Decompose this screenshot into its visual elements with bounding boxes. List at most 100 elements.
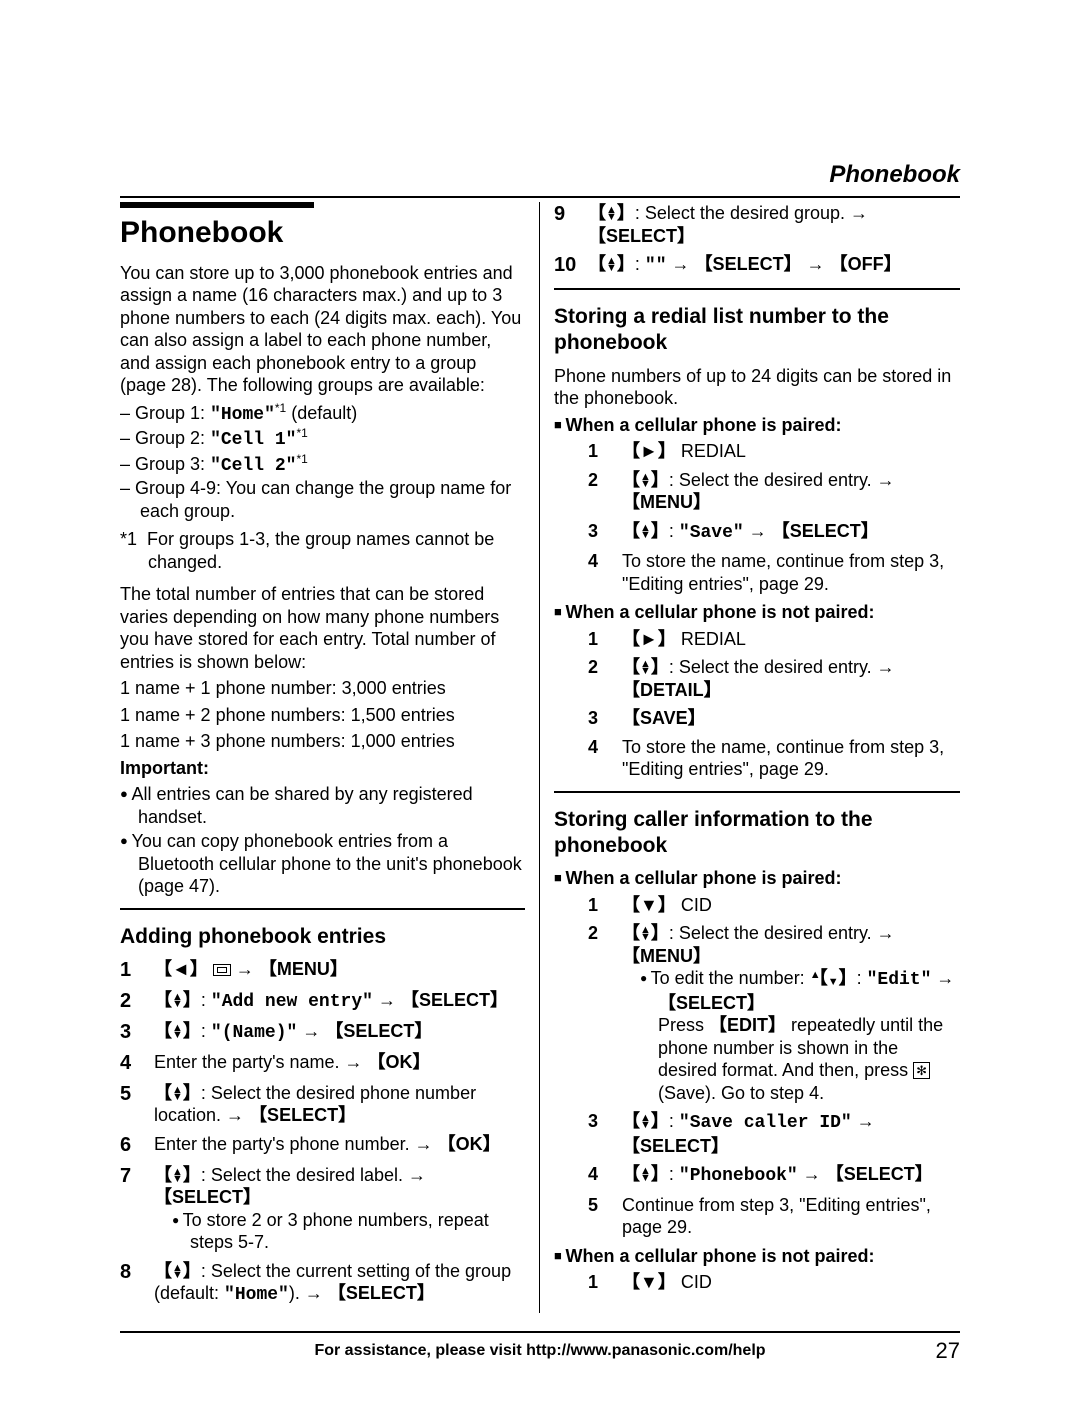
step-row: 1【◄】 → 【MENU】 [120, 958, 525, 983]
step-text: 【◄】 → 【MENU】 [154, 958, 525, 983]
step-number: 1 [588, 894, 622, 917]
rule-2 [554, 288, 960, 290]
step-row: 4Enter the party's name. → 【OK】 [120, 1051, 525, 1076]
step-number: 5 [588, 1194, 622, 1239]
step-text: 【▲▼】: Select the desired entry. → 【MENU】 [622, 469, 960, 514]
steps-redial-paired: 1【►】 REDIAL2【▲▼】: Select the desired ent… [554, 440, 960, 595]
footnote: *1 For groups 1-3, the group names canno… [120, 528, 525, 573]
section-accent-bar [120, 202, 314, 208]
step-row: 4【▲▼】: "Phonebook" → 【SELECT】 [588, 1163, 960, 1188]
step-text: 【▲▼】: Select the desired group. → 【SELEC… [588, 202, 960, 247]
steps-adding-cont: 9【▲▼】: Select the desired group. → 【SELE… [554, 202, 960, 278]
step-text: 【▲▼】: "(Name)" → 【SELECT】 [154, 1020, 525, 1045]
step-text: Enter the party's name. → 【OK】 [154, 1051, 525, 1076]
sq-npaired-2: When a cellular phone is not paired: [554, 1245, 960, 1268]
step-number: 3 [588, 1110, 622, 1157]
h2-adding: Adding phonebook entries [120, 924, 525, 950]
left-column: Phonebook You can store up to 3,000 phon… [120, 202, 540, 1313]
step-number: 1 [120, 958, 154, 983]
sq-paired-1: When a cellular phone is paired: [554, 414, 960, 437]
group-list-item: Group 1: "Home"*1 (default) [120, 401, 525, 427]
right-column: 9【▲▼】: Select the desired group. → 【SELE… [540, 202, 960, 1313]
content-columns: Phonebook You can store up to 3,000 phon… [120, 202, 960, 1313]
important-list: All entries can be shared by any registe… [120, 783, 525, 898]
sq-paired-2: When a cellular phone is paired: [554, 867, 960, 890]
header-rule [120, 196, 960, 198]
h2-redial: Storing a redial list number to the phon… [554, 304, 960, 357]
capacity-lines: 1 name + 1 phone number: 3,000 entries 1 … [120, 677, 525, 753]
step-row: 2【▲▼】: Select the desired entry. → 【MENU… [588, 469, 960, 514]
capacity-line: 1 name + 2 phone numbers: 1,500 entries [120, 704, 525, 727]
group-list-item: Group 2: "Cell 1"*1 [120, 426, 525, 452]
step-number: 2 [588, 656, 622, 701]
step-number: 4 [120, 1051, 154, 1076]
step-number: 5 [120, 1082, 154, 1127]
step-number: 3 [588, 520, 622, 545]
step-text: Continue from step 3, "Editing entries",… [622, 1194, 960, 1239]
step-number: 4 [588, 736, 622, 781]
step-row: 8【▲▼】: Select the current setting of the… [120, 1260, 525, 1307]
step-row: 1【►】 REDIAL [588, 628, 960, 651]
step-number: 2 [120, 989, 154, 1014]
page-header-title: Phonebook [120, 160, 960, 190]
step-row: 2【▲▼】: "Add new entry" → 【SELECT】 [120, 989, 525, 1014]
step-row: 1【►】 REDIAL [588, 440, 960, 463]
step-number: 1 [588, 1271, 622, 1294]
step-number: 7 [120, 1164, 154, 1254]
step-sub-bullet: To store 2 or 3 phone numbers, repeat st… [172, 1209, 525, 1254]
step-number: 3 [120, 1020, 154, 1045]
step-row: 5【▲▼】: Select the desired phone number l… [120, 1082, 525, 1127]
step-sub-bullet: To edit the number: 【▲▼】: "Edit" → 【SELE… [640, 967, 960, 1104]
step-row: 4To store the name, continue from step 3… [588, 550, 960, 595]
page-number: 27 [920, 1337, 960, 1365]
redial-intro: Phone numbers of up to 24 digits can be … [554, 365, 960, 410]
group-list-item: Group 3: "Cell 2"*1 [120, 452, 525, 478]
intro-paragraph: You can store up to 3,000 phonebook entr… [120, 262, 525, 397]
step-text: 【▼】 CID [622, 1271, 960, 1294]
step-row: 1【▼】 CID [588, 894, 960, 917]
step-row: 10【▲▼】: "" → 【SELECT】 → 【OFF】 [554, 253, 960, 278]
important-label: Important: [120, 757, 525, 780]
step-number: 4 [588, 550, 622, 595]
step-text: 【▼】 CID [622, 894, 960, 917]
step-text: 【▲▼】: Select the desired label. → 【SELEC… [154, 1164, 525, 1254]
step-number: 4 [588, 1163, 622, 1188]
step-number: 10 [554, 253, 588, 278]
capacity-line: 1 name + 3 phone numbers: 1,000 entries [120, 730, 525, 753]
step-number: 1 [588, 440, 622, 463]
steps-redial-npaired: 1【►】 REDIAL 2【▲▼】: Select the desired ent… [554, 628, 960, 781]
step-text: 【▲▼】: Select the current setting of the … [154, 1260, 525, 1307]
step-row: 9【▲▼】: Select the desired group. → 【SELE… [554, 202, 960, 247]
step-row: 3【▲▼】: "Save" → 【SELECT】 [588, 520, 960, 545]
step-number: 6 [120, 1133, 154, 1158]
step-number: 8 [120, 1260, 154, 1307]
step-text: 【▲▼】: "Save" → 【SELECT】 [622, 520, 960, 545]
step-text: Enter the party's phone number. → 【OK】 [154, 1133, 525, 1158]
capacity-line: 1 name + 1 phone number: 3,000 entries [120, 677, 525, 700]
step-text: 【▲▼】: Select the desired entry. → 【DETAI… [622, 656, 960, 701]
footer: For assistance, please visit http://www.… [120, 1331, 960, 1365]
h2-caller: Storing caller information to the phoneb… [554, 807, 960, 860]
step-row: 3【▲▼】: "(Name)" → 【SELECT】 [120, 1020, 525, 1045]
important-item: All entries can be shared by any registe… [120, 783, 525, 828]
step-number: 9 [554, 202, 588, 247]
steps-adding: 1【◄】 → 【MENU】2【▲▼】: "Add new entry" → 【S… [120, 958, 525, 1307]
step-text: 【▲▼】: "Phonebook" → 【SELECT】 [622, 1163, 960, 1188]
step-text: 【▲▼】: "" → 【SELECT】 → 【OFF】 [588, 253, 960, 278]
step-row: 7【▲▼】: Select the desired label. → 【SELE… [120, 1164, 525, 1254]
step-text: 【▲▼】: "Add new entry" → 【SELECT】 [154, 989, 525, 1014]
sq-npaired-1: When a cellular phone is not paired: [554, 601, 960, 624]
step-number: 2 [588, 922, 622, 1104]
step-number: 1 [588, 628, 622, 651]
step-row: 6Enter the party's phone number. → 【OK】 [120, 1133, 525, 1158]
step-row: 1【▼】 CID [588, 1271, 960, 1294]
steps-caller-paired: 1【▼】 CID 2【▲▼】: Select the desired entry.… [554, 894, 960, 1239]
step-number: 3 [588, 707, 622, 730]
step-row: 3【SAVE】 [588, 707, 960, 730]
step-number: 2 [588, 469, 622, 514]
step-row: 2【▲▼】: Select the desired entry. → 【MENU… [588, 922, 960, 1104]
step-row: 5Continue from step 3, "Editing entries"… [588, 1194, 960, 1239]
step-row: 2【▲▼】: Select the desired entry. → 【DETA… [588, 656, 960, 701]
step-text: 【►】 REDIAL [622, 440, 960, 463]
step-row: 3【▲▼】: "Save caller ID" → 【SELECT】 [588, 1110, 960, 1157]
